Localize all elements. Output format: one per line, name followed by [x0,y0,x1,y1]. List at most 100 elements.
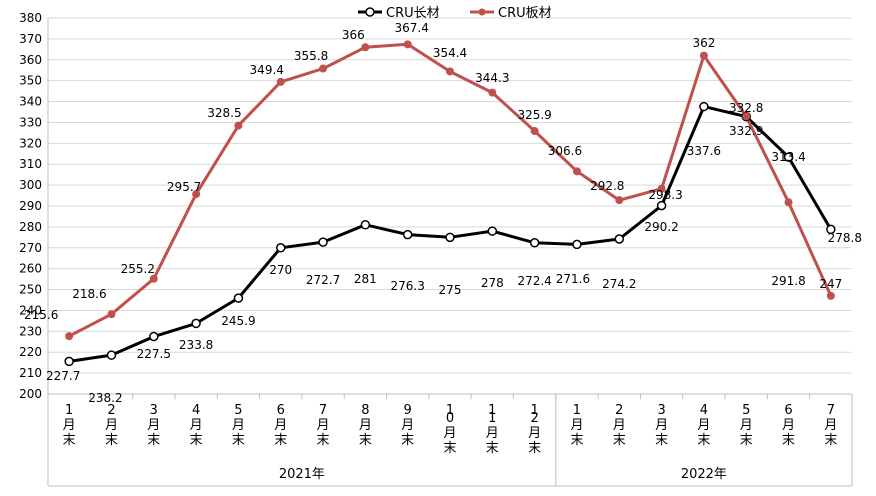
data-point [615,196,624,205]
y-tick-label: 370 [19,32,42,46]
x-tick-char: 末 [570,433,583,448]
x-tick-label: 7 月末 [317,403,330,448]
data-label: 290.2 [644,220,678,234]
x-tick-char: 3 [150,403,158,418]
year-group-label: 2021年 [279,467,325,482]
x-tick-label: 1 月末 [570,403,583,448]
y-tick-label: 380 [19,11,42,25]
data-label: 275 [439,283,462,297]
data-point [360,220,371,230]
x-tick-char: 7 [319,403,327,418]
x-tick-char: 末 [443,441,456,456]
x-tick-label: 1 1 月末 [486,403,499,456]
data-point [149,331,159,342]
y-tick-label: 350 [19,74,42,88]
x-tick-char: 6 [277,403,285,418]
x-tick-label: 8 月末 [359,403,372,448]
x-tick-char: 末 [105,433,118,448]
data-label: 292.8 [590,179,624,193]
x-tick-char: 月 [232,418,245,433]
legend-label: CRU板材 [498,6,552,21]
x-tick-char: 月 [528,426,541,441]
data-label: 344.3 [475,71,509,85]
data-label: 271.6 [556,272,590,286]
y-tick-labels: 200 210 220 230 240 250 260 270 280 290 300 310 320 3… [19,11,42,401]
data-label: 255.2 [121,262,155,276]
x-tick-char: 末 [613,433,626,448]
y-tick-label: 360 [19,53,42,67]
y-tick-label: 200 [19,387,42,401]
data-label: 337.6 [687,144,721,158]
data-label: 332.9 [729,124,763,138]
x-tick-char: 1 [573,403,581,418]
data-point [107,310,116,319]
x-tick-label: 2 月末 [613,403,626,448]
x-tick-char: 月 [63,418,76,433]
data-label: 349.4 [250,63,284,77]
data-label: 227.7 [46,369,80,383]
x-tick-char: 5 [234,403,242,418]
data-label: 218.6 [72,287,106,301]
x-tick-char: 月 [317,418,330,433]
x-tick-char: 6 [784,403,792,418]
x-tick-char: 月 [359,418,372,433]
x-tick-label: 1 2 月末 [528,403,541,456]
x-tick-char: 月 [740,418,753,433]
data-label: 245.9 [221,314,255,328]
legend: CRU长材 CRU板材 [358,6,552,21]
x-tick-char: 末 [359,433,372,448]
data-point [65,332,74,341]
data-point [233,293,244,303]
legend-swatch-marker [365,7,375,17]
x-tick-char: 2 [530,411,538,426]
y-tick-label: 220 [19,345,42,359]
data-point [361,43,370,52]
data-point [64,356,74,367]
x-tick-label: 7 月末 [824,403,837,448]
data-point [529,238,540,248]
y-tick-label: 330 [19,115,42,129]
y-tick-label: 310 [19,157,42,171]
x-tick-char: 末 [697,433,710,448]
x-tick-char: 末 [824,433,837,448]
data-point [742,112,751,121]
data-point [826,291,835,300]
x-tick-char: 月 [570,418,583,433]
data-label: 332.8 [729,101,763,115]
data-point [530,127,539,136]
data-label: 270 [269,263,292,277]
y-tick-label: 210 [19,366,42,380]
data-point [318,237,328,247]
data-label: 367.4 [395,21,429,35]
data-label: 328.5 [207,106,241,120]
x-tick-char: 5 [742,403,750,418]
x-tick-char: 月 [105,418,118,433]
x-tick-char: 月 [147,418,160,433]
data-point [445,232,455,243]
data-label: 366 [342,28,365,42]
y-tick-label: 320 [19,136,42,150]
y-tick-label: 340 [19,95,42,109]
data-labels: 227.7 238.2 227.5 233.8 245.9 270 272.7 281 276.… [24,21,862,405]
y-tick-label: 300 [19,178,42,192]
data-label: 306.6 [548,144,582,158]
y-tick-label: 230 [19,324,42,338]
data-label: 298.3 [648,188,682,202]
x-tick-char: 末 [782,433,795,448]
data-points [64,40,836,367]
year-group-label: 2022年 [681,467,727,482]
x-tick-char: 末 [147,433,160,448]
data-point [106,350,117,360]
data-point [572,239,582,250]
data-label: 281 [354,272,377,286]
x-tick-char: 7 [827,403,835,418]
data-point [192,190,201,199]
x-tick-char: 月 [655,418,668,433]
x-tick-char: 末 [740,433,753,448]
x-tick-label: 1 0 月末 [443,403,456,456]
x-tick-char: 1 [488,411,496,426]
data-point [657,184,666,193]
x-tick-char: 9 [404,403,412,418]
legend-label: CRU长材 [386,6,440,21]
x-tick-char: 末 [274,433,287,448]
